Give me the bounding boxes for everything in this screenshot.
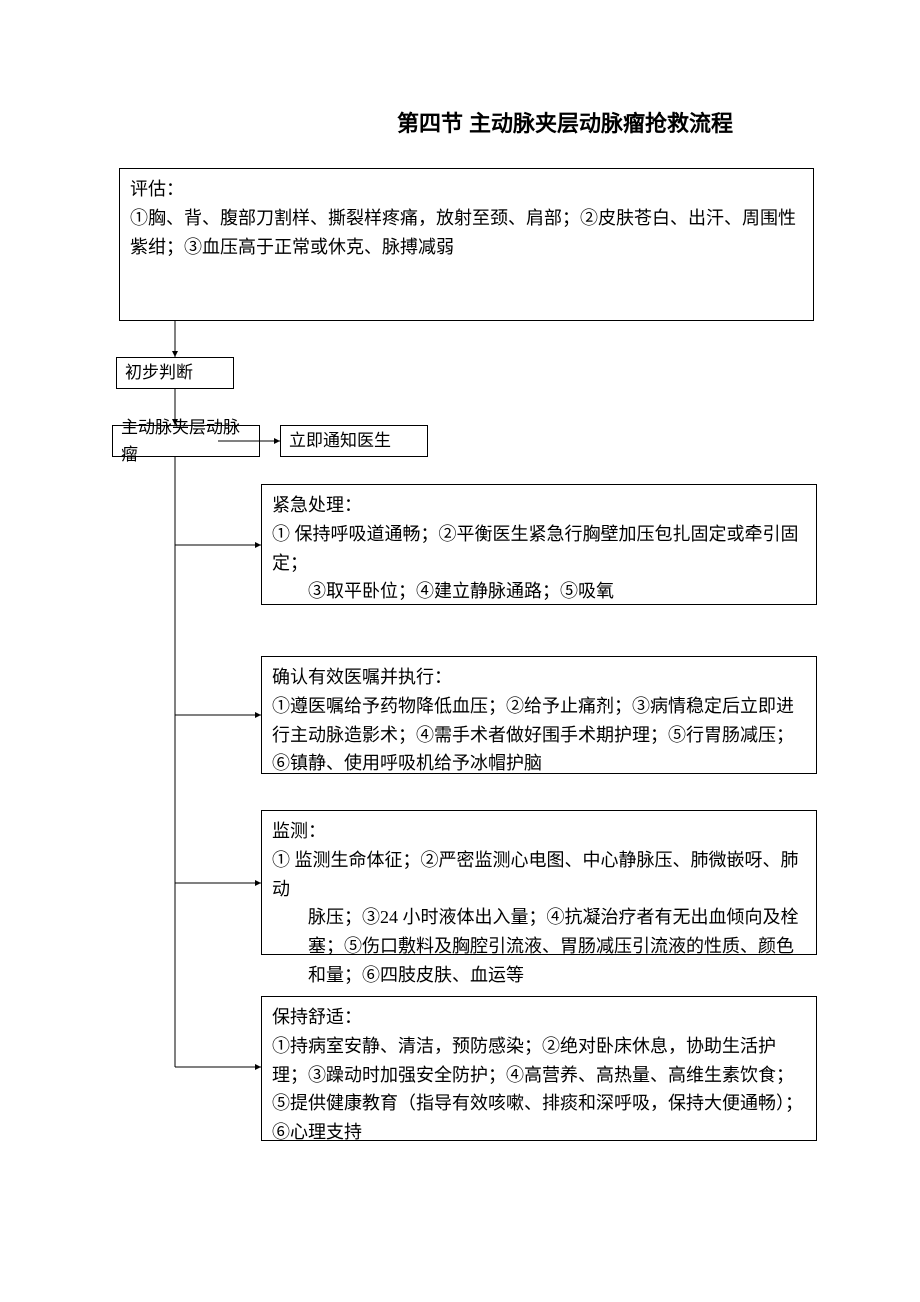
flow-connectors [0, 0, 920, 1302]
